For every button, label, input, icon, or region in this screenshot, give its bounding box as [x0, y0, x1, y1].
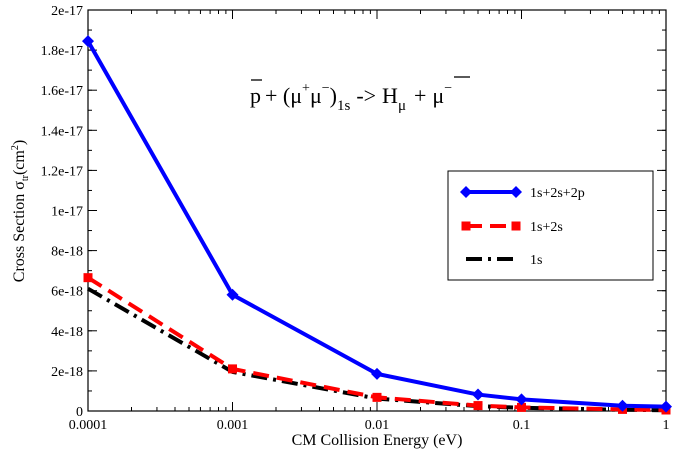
- y-axis-title-sub: tr: [20, 174, 31, 181]
- legend-box: [447, 170, 654, 281]
- legend-marker-1s-2s-2p: [510, 186, 522, 198]
- series-layer: [82, 35, 672, 415]
- data-point-1s-2s-2p: [472, 388, 485, 401]
- data-point-1s-2s-2p: [371, 367, 383, 380]
- data-point-1s-2s: [83, 273, 93, 283]
- x-tick-label: 0.0001: [69, 418, 108, 433]
- data-point-1s-2s: [473, 401, 483, 411]
- data-point-1s-2s-2p: [515, 393, 528, 406]
- legend-marker-1s-2s: [511, 221, 521, 231]
- x-tick-label: 0.001: [217, 418, 249, 433]
- data-point-1s-2s-2p: [226, 288, 239, 301]
- data-point-1s-2s: [372, 392, 382, 402]
- y-axis-title-main: Cross Section σ: [11, 181, 28, 282]
- legend-label-1s-2s-2p: 1s+2s+2p: [530, 186, 585, 201]
- series-line-1s: [87, 286, 667, 413]
- annotation-plus-sup: +: [302, 81, 310, 96]
- legend-item-1s-2s: 1s+2s: [461, 220, 563, 235]
- annotation-mu-1: μ: [290, 83, 302, 108]
- y-tick-label: 1.4e-17: [41, 124, 83, 139]
- y-tick-label: 8e-18: [51, 245, 83, 260]
- y-tick-label: 4e-18: [51, 325, 83, 340]
- y-axis-title-unit-sup: 2: [10, 145, 21, 150]
- annotation-close: ): [330, 83, 337, 108]
- series-1s: [87, 286, 667, 413]
- y-axis-title-unit-close: ): [11, 140, 28, 145]
- y-tick-label: 6e-18: [51, 285, 83, 300]
- series-1s-2s-2p: [82, 35, 672, 413]
- y-tick-label: 1.8e-17: [41, 44, 83, 59]
- data-point-1s-2s: [228, 364, 237, 374]
- reaction-annotation: p + (μ+μ−)1s -> Hμ + μ−: [250, 76, 470, 114]
- annotation-sub-1s: 1s: [337, 98, 351, 114]
- svg-text:p+ (μ+μ−)1s->Hμ+μ−: p + (μ+μ−)1s -> Hμ + μ−: [250, 81, 452, 114]
- x-tick-label: 0.01: [365, 418, 390, 433]
- series-1s-2s: [83, 273, 671, 415]
- annotation-mu-3: μ: [432, 83, 444, 108]
- y-axis-title: Cross Section σtr(cm2): [10, 140, 31, 282]
- legend-item-1s: 1s: [466, 253, 542, 268]
- y-tick-label: 0: [76, 405, 83, 420]
- x-tick-label: 0.1: [513, 418, 531, 433]
- y-tick-label: 2e-17: [51, 4, 83, 19]
- annotation-plus-open: + (: [265, 83, 290, 108]
- legend-label-1s-2s: 1s+2s: [530, 220, 563, 235]
- y-axis-title-unit-open: (cm: [11, 150, 28, 175]
- annotation-sub-mu: μ: [398, 98, 406, 114]
- y-axis-ticks: 0 2e-18 4e-18 6e-18 8e-18 1e-17 1.2e-17 1.4e-17…: [41, 4, 666, 420]
- legend-marker-1s-2s: [461, 221, 471, 231]
- data-point-1s-2s-2p: [660, 400, 672, 413]
- annotation-minus-sup: −: [322, 81, 330, 96]
- x-tick-label: 1: [663, 418, 670, 433]
- legend-marker-1s-2s-2p: [460, 186, 472, 198]
- y-tick-label: 1.6e-17: [41, 84, 83, 99]
- y-tick-label: 2e-18: [51, 365, 83, 380]
- x-axis-title: CM Collision Energy (eV): [292, 432, 463, 449]
- y-tick-label: 1.2e-17: [41, 164, 83, 179]
- y-tick-label: 1e-17: [51, 205, 83, 220]
- legend: 1s+2s+2p 1s+2s 1s: [447, 170, 654, 281]
- series-line-1s-2s: [86, 275, 667, 412]
- legend-item-1s-2s-2p: 1s+2s+2p: [460, 186, 585, 201]
- data-point-1s-2s: [517, 402, 526, 412]
- data-point-1s-2s-2p: [616, 399, 629, 412]
- annotation-pbar: p: [250, 83, 261, 108]
- legend-label-1s: 1s: [530, 253, 542, 268]
- annotation-hbar: H: [382, 83, 398, 108]
- annotation-mu-2: μ: [310, 83, 322, 108]
- annotation-arrow: ->: [356, 83, 376, 108]
- annotation-plus: +: [414, 83, 426, 108]
- annotation-minus-sup-2: −: [444, 81, 452, 96]
- data-point-1s-2s-2p: [82, 35, 94, 48]
